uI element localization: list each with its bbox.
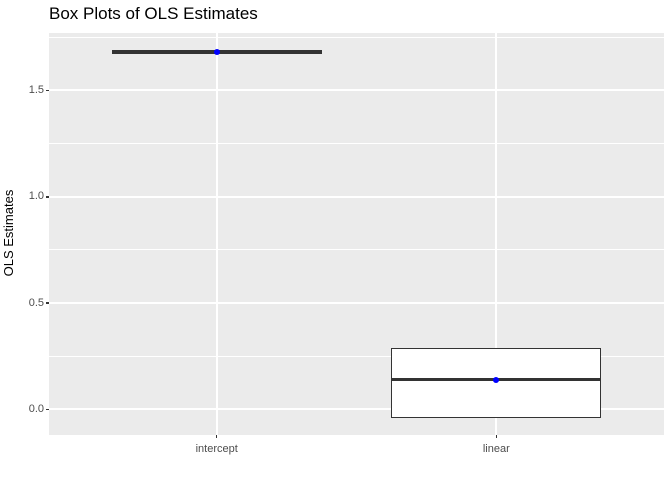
gridline-minor [49, 249, 664, 251]
x-tick-label: intercept [195, 443, 238, 455]
boxplot-box-linear [391, 347, 602, 418]
y-tick-mark [46, 408, 49, 411]
gridline-major-vertical [215, 33, 218, 435]
gridline-major [49, 302, 664, 305]
y-tick-mark [46, 89, 49, 92]
gridline-major-vertical [495, 33, 498, 435]
x-tick-label: linear [482, 443, 510, 455]
y-tick-label: 1.5 [28, 83, 44, 96]
y-tick-label: 0.5 [28, 296, 44, 309]
y-tick-mark [46, 196, 49, 198]
gridline-minor [49, 143, 664, 145]
x-tick-mark [215, 435, 218, 438]
gridline-minor [49, 355, 664, 357]
gridline-minor [49, 36, 664, 38]
plot-title: Box Plots of OLS Estimates [49, 4, 258, 23]
mean-point-linear [493, 376, 500, 383]
gridline-major [49, 89, 664, 92]
y-tick-label: 1.0 [28, 190, 44, 203]
mean-point-intercept [213, 49, 220, 56]
x-tick-mark [495, 435, 498, 438]
y-tick-mark [46, 302, 49, 304]
y-tick-label: 0.0 [28, 402, 44, 415]
plot-panel [49, 33, 664, 435]
gridline-major [49, 408, 664, 411]
gridline-major [49, 195, 664, 198]
